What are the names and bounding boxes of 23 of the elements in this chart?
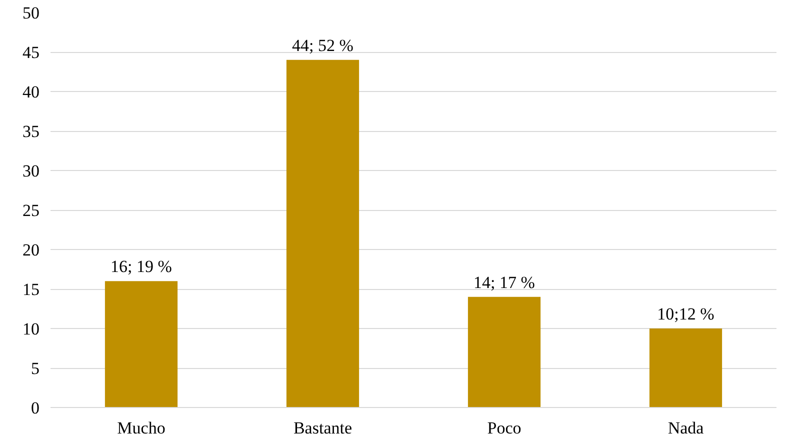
y-tick-label: 40 (22, 82, 40, 102)
x-tick-label: Poco (487, 418, 522, 438)
y-tick-label: 50 (22, 4, 40, 22)
bar (286, 60, 360, 408)
data-label: 14; 17 % (474, 272, 535, 292)
y-tick-label: 0 (31, 398, 40, 418)
y-tick-label: 25 (22, 201, 40, 220)
data-label: 10;12 % (657, 304, 714, 324)
x-tick-label: Bastante (293, 418, 352, 438)
y-tick-label: 35 (22, 122, 40, 141)
y-tick-label: 10 (22, 320, 40, 338)
y-tick-label: 5 (31, 359, 40, 378)
x-tick-label: Mucho (117, 418, 166, 438)
y-tick-label: 15 (22, 280, 40, 299)
data-label: 44; 52 % (292, 36, 354, 55)
bar (104, 281, 178, 408)
y-tick-label: 45 (22, 43, 40, 62)
bar (468, 296, 541, 408)
bar (649, 328, 722, 408)
x-tick-label: Nada (668, 418, 704, 438)
y-tick-label: 20 (22, 240, 40, 260)
data-label: 16; 19 % (110, 257, 172, 276)
y-tick-label: 30 (22, 162, 40, 180)
